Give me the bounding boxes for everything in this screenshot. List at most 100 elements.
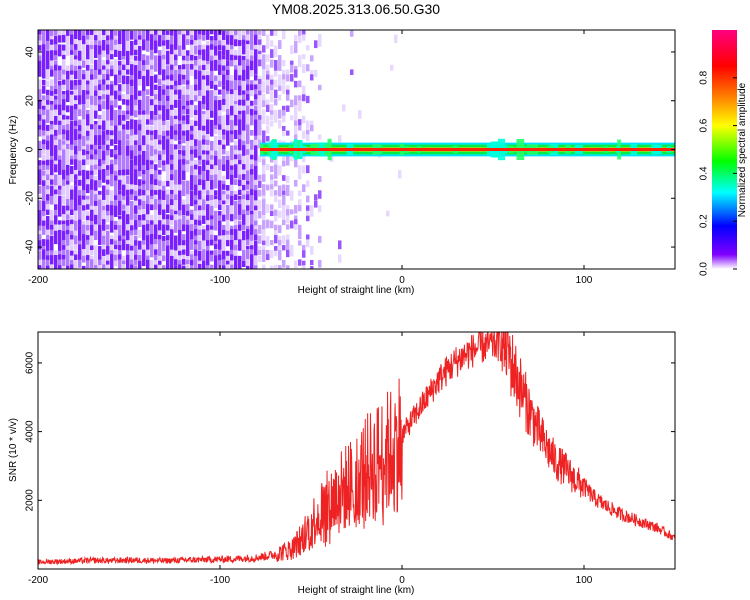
- spectrogram-cell: [118, 145, 122, 152]
- spectrogram-x-tick-label: 100: [576, 275, 593, 286]
- spectrogram-cell: [154, 124, 158, 131]
- spectrogram-cell: [218, 124, 222, 131]
- spectrogram-cell: [66, 35, 70, 44]
- spectrogram-cell: [114, 180, 118, 189]
- spectrogram-cell: [134, 99, 138, 108]
- spectrogram-cell: [242, 64, 246, 73]
- spectrogram-cell: [118, 164, 122, 173]
- spectrogram-cell: [222, 85, 226, 93]
- spectrogram-cell: [90, 99, 94, 106]
- spectrogram-cell: [110, 114, 114, 121]
- spectrogram-cell: [230, 155, 234, 161]
- spectrogram-cell: [306, 64, 310, 72]
- spectrogram-cell: [142, 54, 146, 62]
- spectrogram-cell: [298, 199, 302, 206]
- spectrogram-cell: [138, 249, 142, 255]
- spectrogram-cell: [178, 124, 182, 131]
- spectrogram-cell: [110, 239, 114, 247]
- spectrogram-cell: [270, 104, 274, 112]
- spectrogram-cell: [102, 35, 106, 44]
- spectrogram-cell: [114, 114, 118, 121]
- spectrogram-cell: [50, 179, 54, 185]
- spectrogram-cell: [186, 259, 190, 266]
- spectrogram-cell: [170, 115, 174, 124]
- spectrogram-cell: [114, 59, 118, 66]
- spectrogram-cell: [306, 120, 310, 129]
- spectrogram-cell: [234, 215, 238, 221]
- spectrogram-cell: [190, 244, 194, 250]
- snr-x-tick-label: -100: [210, 575, 230, 586]
- spectrogram-cell: [266, 219, 270, 229]
- spectrogram-cell: [114, 225, 118, 234]
- colorbar-tick-label: 0.2: [699, 214, 710, 228]
- spectrogram-cell: [186, 134, 190, 142]
- spectrogram-cell: [254, 105, 258, 115]
- spectrogram-cell: [74, 134, 78, 141]
- spectrogram-cell: [206, 150, 210, 157]
- spectrogram-cell: [298, 95, 302, 103]
- spectrogram-cell: [66, 39, 70, 46]
- spectrogram-cell: [54, 135, 58, 142]
- spectrogram-cell: [178, 40, 182, 49]
- spectrogram-cell: [242, 49, 246, 55]
- spectrogram-cell: [38, 114, 42, 123]
- spectrogram-cell: [174, 200, 178, 206]
- spectrogram-cell: [70, 54, 74, 64]
- spectrogram-cell: [114, 49, 118, 57]
- spectrogram-cell: [130, 184, 134, 192]
- spectrogram-cell: [230, 100, 234, 110]
- spectrogram-cell: [238, 260, 242, 269]
- spectrogram-cell: [158, 185, 162, 193]
- spectrogram-cell: [162, 34, 166, 44]
- spectrogram-cell: [134, 195, 138, 205]
- spectrogram-cell: [58, 70, 62, 78]
- spectrogram-cell: [70, 144, 74, 152]
- spectrogram-cell: [230, 244, 234, 253]
- spectrogram-cell: [282, 79, 286, 85]
- spectrogram-y-tick-label: 40: [25, 46, 36, 58]
- spectrogram-cell: [178, 74, 182, 83]
- spectrogram-cell: [206, 110, 210, 116]
- spectrogram-cell: [122, 94, 126, 101]
- spectrogram-cell: [290, 244, 294, 251]
- spectrogram-cell: [302, 115, 306, 124]
- spectrogram-cell: [210, 70, 214, 78]
- spectrogram-cells: [38, 30, 402, 269]
- spectrogram-cell: [166, 245, 170, 254]
- spectrogram-cell: [150, 214, 154, 222]
- spectrogram-cell: [82, 149, 86, 157]
- spectrogram-cell: [218, 164, 222, 171]
- spectrogram-cell: [274, 209, 278, 219]
- spectrogram-cell: [86, 50, 90, 57]
- spectrogram-cell: [94, 265, 98, 269]
- spectrogram-cell: [150, 199, 154, 206]
- spectrogram-cell: [158, 224, 162, 232]
- spectrogram-cell: [258, 200, 262, 208]
- spectrogram-cell: [262, 210, 266, 218]
- spectrogram-cell: [170, 95, 174, 102]
- spectrogram-cell: [254, 69, 258, 75]
- spectrogram-cell: [94, 234, 98, 241]
- spectrogram-cell: [174, 40, 178, 48]
- spectrogram-cell: [246, 205, 250, 211]
- spectrogram-cell: [58, 250, 62, 258]
- spectrogram-cell: [82, 44, 86, 53]
- spectrogram-cell: [258, 249, 262, 256]
- spectrogram-cell: [134, 205, 138, 214]
- spectrogram-cell: [78, 65, 82, 72]
- spectrogram-cell: [246, 180, 250, 187]
- spectrogram-cell: [146, 104, 150, 114]
- spectrogram-cell: [170, 144, 174, 153]
- spectrogram-cell: [314, 40, 318, 49]
- spectrogram-cell: [134, 165, 138, 172]
- spectrogram-cell: [274, 45, 278, 52]
- spectrogram-cell: [218, 215, 222, 224]
- spectrogram-cell: [230, 134, 234, 143]
- spectrogram-cell: [134, 105, 138, 115]
- spectrogram-cell: [150, 220, 154, 227]
- spectrogram-cell: [242, 110, 246, 117]
- spectrogram-cell: [182, 204, 186, 212]
- spectrogram-cell: [46, 74, 50, 80]
- spectrogram-cell: [82, 195, 86, 202]
- spectrogram-cell: [214, 55, 218, 64]
